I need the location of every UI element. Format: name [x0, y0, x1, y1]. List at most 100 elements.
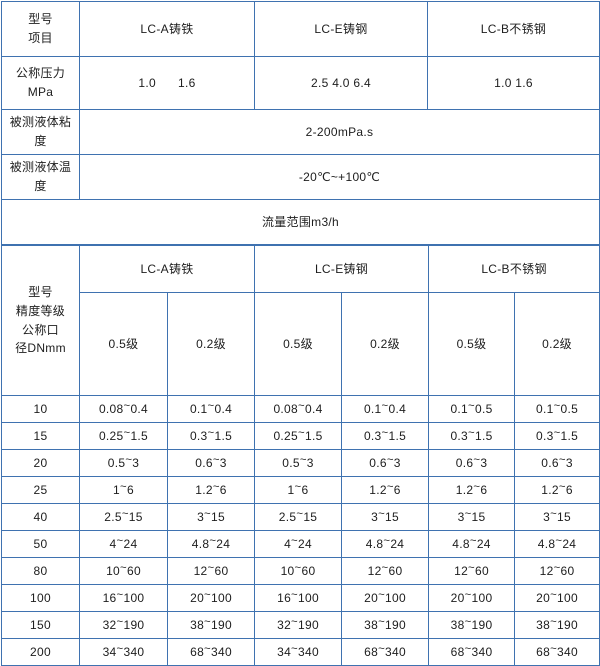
table-row-temperature: 被测液体温 度 -20℃~+100℃ — [1, 154, 600, 200]
flow-range-data-body: 10 0.08~0.4 0.1~0.4 0.08~0.4 0.1~0.4 0.1~0.5 0… — [1, 395, 600, 666]
table-row: 200 34~340 68~340 34~340 68~340 68~340 68~340 — [1, 638, 600, 666]
cell-flow-range-5: 68~340 — [428, 638, 516, 666]
cell-flow-range-6: 1.2~6 — [514, 476, 600, 504]
cell-flow-range-2: 38~190 — [166, 611, 256, 639]
table-row-nominal-pressure: 公称压力 MPa 1.0 1.6 2.5 4.0 6.4 1.0 1.6 — [1, 56, 600, 110]
nominal-pressure-stainless: 1.0 1.6 — [427, 56, 600, 110]
corner-header-cell: 型号 项目 — [1, 1, 80, 57]
viscosity-label-line2: 度 — [34, 134, 47, 148]
table-row: 20 0.5~3 0.6~3 0.5~3 0.6~3 0.6~3 0.6~3 — [1, 449, 600, 477]
model-header-cast-steel: LC-E铸钢 — [254, 1, 428, 57]
nominal-pressure-cast-iron-value2: 1.6 — [178, 75, 196, 90]
cell-flow-range-4: 4.8~24 — [341, 530, 430, 558]
cell-flow-range-1: 0.5~3 — [79, 449, 168, 477]
grade-header-cast-steel-02: 0.2级 — [341, 292, 430, 396]
cell-flow-range-3: 16~100 — [254, 584, 343, 612]
cell-nominal-diameter: 25 — [1, 476, 80, 504]
grade-header-cast-iron-02: 0.2级 — [166, 292, 256, 396]
cell-flow-range-3: 1~6 — [254, 476, 343, 504]
cell-flow-range-4: 12~60 — [341, 557, 430, 585]
table-row-flow-range-title: 流量范围m3/h — [1, 199, 600, 245]
cell-flow-range-2: 3~15 — [166, 503, 256, 531]
nominal-pressure-cast-iron-value1: 1.0 — [138, 75, 156, 90]
table-row: 10 0.08~0.4 0.1~0.4 0.08~0.4 0.1~0.4 0.1~0.5 0… — [1, 395, 600, 423]
cell-flow-range-5: 0.3~1.5 — [428, 422, 516, 450]
cell-flow-range-6: 4.8~24 — [514, 530, 600, 558]
cell-flow-range-3: 0.5~3 — [254, 449, 343, 477]
cell-flow-range-4: 20~100 — [341, 584, 430, 612]
cell-flow-range-4: 38~190 — [341, 611, 430, 639]
cell-flow-range-1: 2.5~15 — [79, 503, 168, 531]
model-header-stainless: LC-B不锈钢 — [427, 1, 600, 57]
grade-header-stainless-05: 0.5级 — [428, 292, 516, 396]
cell-flow-range-3: 34~340 — [254, 638, 343, 666]
table-row: 80 10~60 12~60 10~60 12~60 12~60 12~60 — [1, 557, 600, 585]
cell-flow-range-2: 68~340 — [166, 638, 256, 666]
grade-header-cast-steel-05: 0.5级 — [254, 292, 343, 396]
row-label-nominal-pressure: 公称压力 MPa — [1, 56, 80, 110]
cell-flow-range-1: 10~60 — [79, 557, 168, 585]
temperature-label-line1: 被测液体温 — [9, 160, 72, 175]
cell-nominal-diameter: 50 — [1, 530, 80, 558]
viscosity-label-line1: 被测液体粘 — [9, 115, 72, 130]
cell-flow-range-4: 3~15 — [341, 503, 430, 531]
table-row: 150 32~190 38~190 32~190 38~190 38~190 38~190 — [1, 611, 600, 639]
row-label-temperature: 被测液体温 度 — [1, 154, 80, 200]
table-row-model-header: 型号 项目 LC-A铸铁 LC-E铸钢 LC-B不锈钢 — [1, 1, 600, 57]
cell-flow-range-6: 0.1~0.5 — [514, 395, 600, 423]
cell-nominal-diameter: 200 — [1, 638, 80, 666]
cell-flow-range-3: 0.25~1.5 — [254, 422, 343, 450]
cell-flow-range-4: 0.3~1.5 — [341, 422, 430, 450]
nominal-pressure-cast-iron: 1.0 1.6 — [79, 56, 255, 110]
cell-flow-range-1: 1~6 — [79, 476, 168, 504]
nominal-pressure-cast-steel: 2.5 4.0 6.4 — [254, 56, 428, 110]
cell-flow-range-2: 0.6~3 — [166, 449, 256, 477]
table-row-model-header-2: 型号 精度等级 公称口 径DNmm LC-A铸铁 LC-E铸钢 LC-B不锈钢 — [1, 245, 600, 396]
cell-flow-range-2: 12~60 — [166, 557, 256, 585]
cell-flow-range-3: 32~190 — [254, 611, 343, 639]
cell-flow-range-4: 0.6~3 — [341, 449, 430, 477]
temperature-value: -20℃~+100℃ — [79, 154, 600, 200]
dn-label-line3: 径DNmm — [15, 341, 66, 356]
group-header-cast-steel: LC-E铸钢 — [254, 245, 430, 293]
cell-flow-range-4: 68~340 — [341, 638, 430, 666]
cell-flow-range-3: 4~24 — [254, 530, 343, 558]
nominal-pressure-label-line1: 公称压力 — [15, 66, 66, 81]
cell-flow-range-5: 1.2~6 — [428, 476, 516, 504]
cell-flow-range-6: 0.3~1.5 — [514, 422, 600, 450]
cell-flow-range-6: 12~60 — [514, 557, 600, 585]
cell-flow-range-2: 1.2~6 — [166, 476, 256, 504]
cell-flow-range-6: 0.6~3 — [514, 449, 600, 477]
model-header-cast-iron: LC-A铸铁 — [79, 1, 255, 57]
cell-flow-range-1: 4~24 — [79, 530, 168, 558]
dn-label-line1: 精度等级 — [15, 303, 66, 318]
table-row: 50 4~24 4.8~24 4~24 4.8~24 4.8~24 4.8~24 — [1, 530, 600, 558]
table-row-viscosity: 被测液体粘 度 2-200mPa.s — [1, 109, 600, 155]
nominal-pressure-label-line2: MPa — [27, 85, 54, 99]
cell-flow-range-3: 2.5~15 — [254, 503, 343, 531]
cell-flow-range-1: 0.08~0.4 — [79, 395, 168, 423]
cell-flow-range-6: 20~100 — [514, 584, 600, 612]
table-row-grade-header: 0.5级 0.2级 0.5级 0.2级 0.5级 0.2级 — [2, 292, 600, 396]
cell-nominal-diameter: 10 — [1, 395, 80, 423]
cell-flow-range-3: 10~60 — [254, 557, 343, 585]
table-row: 25 1~6 1.2~6 1~6 1.2~6 1.2~6 1.2~6 — [1, 476, 600, 504]
cell-flow-range-4: 1.2~6 — [341, 476, 430, 504]
cell-flow-range-4: 0.1~0.4 — [341, 395, 430, 423]
cell-flow-range-5: 0.1~0.5 — [428, 395, 516, 423]
row-label-viscosity: 被测液体粘 度 — [1, 109, 80, 155]
cell-flow-range-3: 0.08~0.4 — [254, 395, 343, 423]
table-row: 100 16~100 20~100 16~100 20~100 20~100 20~100 — [1, 584, 600, 612]
temperature-label-line2: 度 — [34, 179, 47, 193]
grade-header-stainless-02: 0.2级 — [514, 292, 600, 396]
cell-nominal-diameter: 80 — [1, 557, 80, 585]
cell-flow-range-5: 3~15 — [428, 503, 516, 531]
cell-flow-range-5: 38~190 — [428, 611, 516, 639]
flow-range-title: 流量范围m3/h — [1, 199, 600, 245]
dn-header-cell: 型号 精度等级 公称口 径DNmm — [1, 245, 80, 396]
cell-flow-range-6: 38~190 — [514, 611, 600, 639]
cell-flow-range-5: 20~100 — [428, 584, 516, 612]
grade-header-cast-iron-05: 0.5级 — [79, 292, 168, 396]
cell-nominal-diameter: 20 — [1, 449, 80, 477]
